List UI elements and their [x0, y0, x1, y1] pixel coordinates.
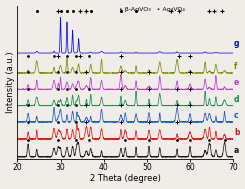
Text: e: e [234, 78, 239, 87]
Text: d: d [234, 94, 240, 104]
Text: c: c [234, 111, 239, 120]
Text: • β-AgVO₃   • Ag₃VO₄: • β-AgVO₃ • Ag₃VO₄ [119, 7, 185, 12]
Text: g: g [234, 39, 240, 48]
Text: b: b [234, 128, 240, 137]
Y-axis label: Intensity (a.u.): Intensity (a.u.) [6, 51, 14, 113]
Text: a: a [234, 146, 239, 155]
Text: f: f [234, 62, 237, 71]
X-axis label: 2 Theta (degree): 2 Theta (degree) [90, 174, 161, 184]
